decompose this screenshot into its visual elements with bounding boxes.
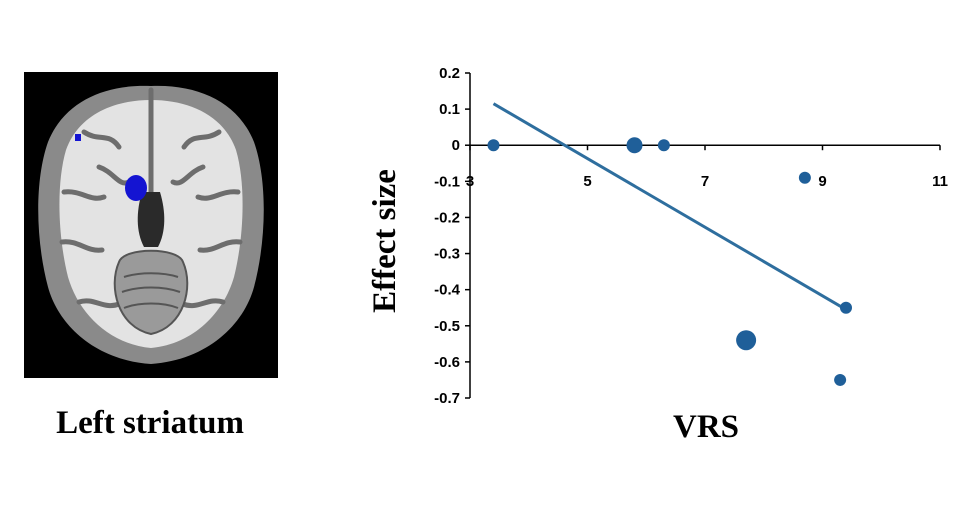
striatum-activation-cluster [125,175,147,201]
data-point [798,171,811,184]
sulci [59,87,243,309]
data-point [626,137,643,154]
data-point [657,139,670,152]
y-tick-label: -0.3 [434,246,460,263]
x-tick-label: 3 [466,173,474,190]
chart-axes [465,72,941,399]
y-tick-label: -0.5 [434,318,460,335]
data-point [834,373,847,386]
y-tick-label: 0.2 [439,65,460,82]
tick-labels: 0.2 0.1 0 -0.1 -0.2 -0.3 -0.4 -0.5 -0.6 -0.7 3 5 7 9 1… [434,65,948,407]
brain-image-caption: Left striatum [56,405,244,441]
small-activation-cluster [75,134,81,141]
x-tick-label: 7 [701,173,709,190]
y-tick-label: -0.2 [434,209,460,226]
y-tick-label: -0.1 [434,173,460,190]
data-points [487,137,852,386]
y-axis-title: Effect size [367,169,403,313]
cerebellum-folia [121,272,181,309]
data-point [840,301,852,314]
y-tick-label: -0.7 [434,390,460,407]
data-point [736,330,757,351]
y-tick-label: 0.1 [439,101,460,118]
brain-axial-slice-image [24,72,278,378]
data-point [487,139,500,152]
x-axis-title: VRS [673,409,739,445]
x-tick-label: 5 [583,173,591,190]
y-tick-label: 0 [452,137,460,154]
trendline-group [492,102,847,311]
brain-slice-graphic [24,72,278,378]
ventricle [137,192,165,247]
trendline [492,102,847,311]
cerebellum [113,249,189,336]
y-tick-label: -0.6 [434,354,460,371]
y-tick-label: -0.4 [434,282,461,299]
x-tick-label: 9 [818,173,826,190]
x-tick-label: 11 [932,173,948,190]
